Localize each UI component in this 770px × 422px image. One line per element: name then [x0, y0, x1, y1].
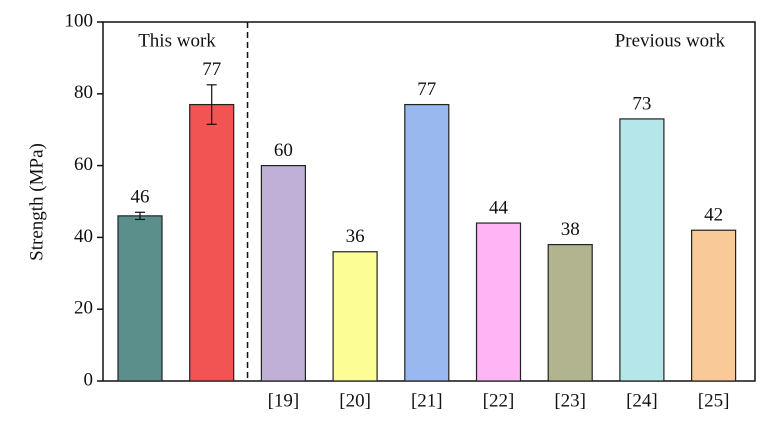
- data-label: 77: [202, 59, 221, 80]
- y-axis-label: Strength (MPa): [26, 143, 47, 261]
- annotation: Previous work: [615, 30, 726, 51]
- annotation: This work: [138, 30, 216, 51]
- bar: [619, 118, 665, 382]
- y-tick-label: 60: [74, 154, 93, 175]
- x-tick-label: [23]: [554, 390, 586, 411]
- data-label: 38: [561, 219, 580, 240]
- data-label: 60: [274, 140, 293, 161]
- bar: [547, 243, 593, 382]
- bar: [404, 103, 450, 382]
- x-tick-label: [25]: [698, 390, 730, 411]
- bar: [475, 222, 522, 382]
- bar: [690, 229, 737, 382]
- data-label: 73: [632, 93, 651, 114]
- error-bar: [135, 211, 145, 221]
- bar: [260, 165, 306, 382]
- y-tick-label: 0: [84, 369, 94, 390]
- y-tick-label: 40: [74, 226, 93, 247]
- y-tick-label: 100: [65, 10, 94, 31]
- data-label: 36: [346, 226, 365, 247]
- data-label: 42: [704, 205, 723, 226]
- x-tick-label: [19]: [268, 390, 300, 411]
- y-tick-label: 20: [74, 298, 93, 319]
- bar: [189, 103, 235, 382]
- data-label: 46: [131, 187, 150, 208]
- bar: [117, 215, 163, 382]
- error-bar: [206, 84, 217, 125]
- x-tick-label: [24]: [626, 390, 658, 411]
- x-tick-label: [22]: [483, 390, 515, 411]
- x-tick-label: [21]: [411, 390, 443, 411]
- bar: [332, 251, 378, 382]
- y-tick-label: 80: [74, 82, 93, 103]
- data-label: 44: [489, 197, 509, 218]
- x-tick-label: [20]: [339, 390, 371, 411]
- data-label: 77: [417, 79, 436, 100]
